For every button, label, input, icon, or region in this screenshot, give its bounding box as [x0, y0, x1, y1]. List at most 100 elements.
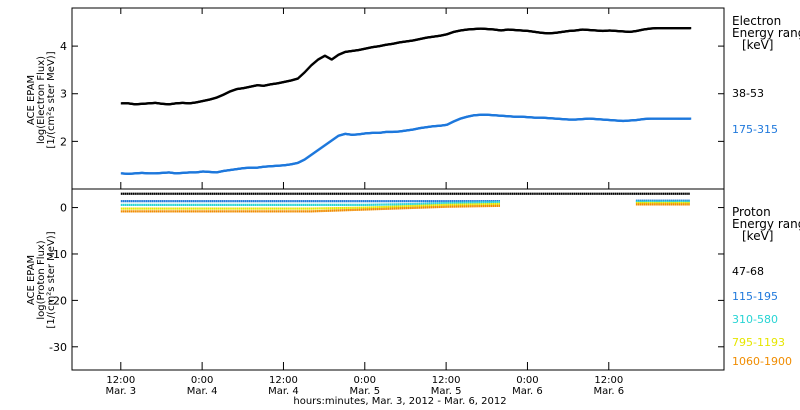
data-point — [496, 204, 499, 207]
data-point — [262, 207, 264, 210]
data-point — [213, 200, 216, 203]
data-point — [635, 192, 638, 195]
data-point — [277, 192, 280, 195]
data-point — [424, 202, 427, 205]
data-point — [316, 210, 318, 213]
data-point — [134, 200, 136, 203]
data-point — [327, 209, 330, 212]
data-point — [411, 200, 413, 203]
data-point — [682, 201, 684, 205]
data-point — [645, 201, 648, 205]
data-point — [327, 203, 330, 206]
data-point — [320, 192, 322, 195]
data-point — [295, 210, 297, 213]
data-point — [422, 200, 425, 203]
data-point — [428, 204, 431, 207]
data-point — [271, 207, 274, 210]
data-point — [384, 203, 386, 206]
data-point — [169, 192, 171, 195]
data-point — [488, 200, 491, 203]
data-point — [486, 200, 489, 203]
data-point — [358, 192, 361, 195]
data-point — [436, 202, 439, 205]
data-point — [672, 200, 675, 203]
data-point — [254, 207, 257, 210]
data-point — [233, 210, 235, 213]
legend-title-line: Energy ranges — [732, 26, 800, 40]
data-point — [403, 207, 406, 210]
y-tick-label: 4 — [60, 40, 67, 53]
data-point — [684, 201, 686, 205]
data-point — [571, 192, 574, 195]
data-point — [442, 203, 444, 207]
data-point — [331, 200, 334, 203]
data-point — [240, 200, 243, 203]
data-point — [186, 210, 189, 213]
y-tick-label: -20 — [49, 294, 67, 307]
data-point — [161, 203, 164, 206]
data-point — [678, 201, 681, 205]
data-point — [308, 192, 311, 195]
data-point — [190, 192, 193, 195]
data-point — [180, 210, 183, 213]
data-point — [140, 210, 142, 213]
data-point — [558, 192, 561, 195]
data-point — [167, 200, 169, 203]
data-point — [490, 203, 493, 206]
data-point — [175, 192, 177, 195]
data-point — [347, 200, 349, 203]
data-point — [585, 192, 588, 195]
data-point — [248, 203, 251, 206]
data-point — [246, 200, 249, 203]
data-point — [480, 201, 483, 204]
data-point — [155, 192, 158, 195]
data-point — [175, 210, 177, 213]
data-point — [244, 210, 247, 213]
data-point — [353, 200, 355, 203]
data-point — [297, 207, 299, 210]
data-point — [240, 210, 243, 213]
data-point — [196, 210, 198, 213]
data-point — [420, 200, 423, 203]
data-point — [688, 201, 690, 205]
data-point — [374, 206, 377, 209]
data-point — [266, 207, 268, 210]
data-point — [138, 192, 140, 195]
data-point — [494, 201, 497, 204]
data-point — [444, 205, 446, 208]
data-point — [266, 192, 268, 195]
data-point — [360, 200, 363, 203]
data-point — [196, 200, 198, 203]
data-point — [215, 192, 218, 195]
data-point — [674, 201, 677, 205]
data-point — [664, 200, 667, 203]
data-point — [519, 192, 522, 195]
data-point — [473, 201, 475, 204]
data-point — [130, 203, 133, 206]
data-point — [368, 200, 371, 203]
series-47-68 — [120, 192, 690, 195]
data-point — [413, 206, 415, 209]
data-point — [217, 203, 220, 206]
data-point — [641, 201, 644, 205]
data-point — [120, 203, 123, 206]
data-point — [217, 200, 220, 203]
data-point — [419, 200, 421, 203]
data-point — [235, 200, 237, 203]
data-point — [151, 210, 154, 213]
data-point — [128, 207, 131, 210]
data-point — [606, 192, 609, 195]
data-point — [465, 192, 468, 195]
data-point — [136, 210, 138, 213]
data-point — [459, 201, 462, 204]
data-point — [659, 203, 661, 206]
data-point — [484, 204, 487, 208]
data-point — [486, 204, 489, 208]
data-point — [136, 207, 138, 210]
data-point — [134, 203, 136, 206]
data-point — [459, 192, 462, 195]
data-point — [388, 203, 390, 206]
data-point — [134, 192, 136, 195]
data-point — [360, 192, 363, 195]
